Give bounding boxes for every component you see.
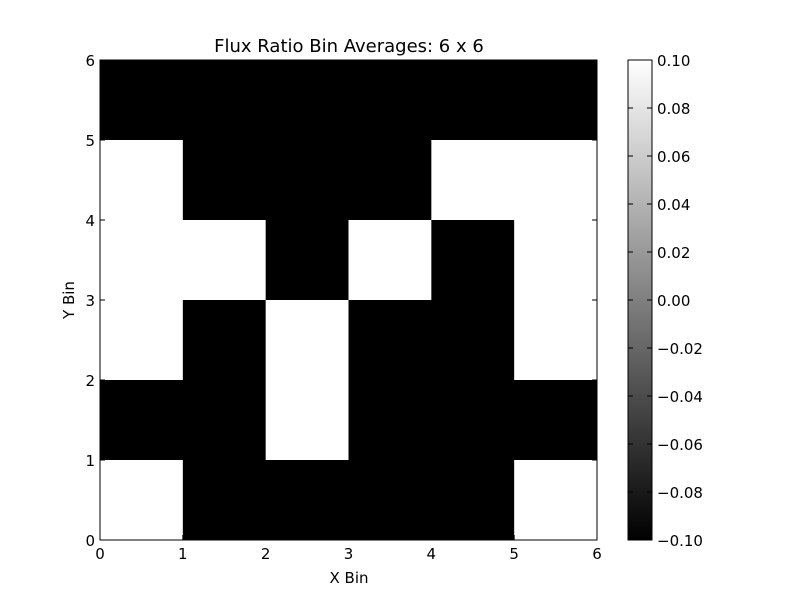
heatmap-cell	[265, 460, 349, 541]
colorbar-tick-label: 0.08	[657, 100, 690, 118]
y-tick-label: 4	[85, 212, 95, 230]
colorbar-tick-label: 0.02	[657, 244, 690, 262]
heatmap-cell	[100, 140, 184, 221]
heatmap-cell	[100, 380, 184, 461]
x-tick-label: 1	[178, 545, 188, 563]
colorbar-tick-label: 0.04	[657, 196, 690, 214]
y-tick-label: 1	[85, 452, 95, 470]
x-tick-label: 3	[344, 545, 354, 563]
heatmap-cell	[348, 460, 432, 541]
x-tick-label: 5	[509, 545, 519, 563]
heatmap-cell	[182, 460, 267, 541]
x-axis-label: X Bin	[329, 569, 368, 587]
heatmap-cell	[431, 460, 515, 541]
heatmap-cell	[431, 300, 515, 381]
y-tick-label: 2	[85, 372, 95, 390]
heatmap-cell	[265, 300, 349, 381]
colorbar-ticks: 0.10 0.08 0.06 0.04 0.02 0.00 −0.02 −0.04 −0.06 −…	[628, 52, 703, 550]
heatmap-cell	[348, 60, 432, 141]
y-tick-label: 5	[85, 132, 95, 150]
y-tick-label: 0	[85, 532, 95, 550]
heatmap-cell	[100, 60, 184, 141]
colorbar-tick-label: −0.06	[657, 436, 703, 454]
heatmap-cell	[182, 140, 267, 221]
x-tick-label: 6	[592, 545, 602, 563]
heatmap-cell	[431, 60, 515, 141]
heatmap-cell	[431, 220, 515, 301]
y-axis-ticks: 0 1 2 3 4 5 6	[85, 52, 597, 550]
heatmap-cells	[100, 60, 598, 541]
y-tick-label: 3	[85, 292, 95, 310]
heatmap-cell	[431, 140, 515, 221]
colorbar-tick-label: −0.08	[657, 484, 703, 502]
colorbar-tick-label: 0.06	[657, 148, 690, 166]
chart-title: Flux Ratio Bin Averages: 6 x 6	[214, 36, 484, 57]
x-tick-label: 2	[261, 545, 271, 563]
x-axis-ticks: 0 1 2 3 4 5 6	[95, 60, 602, 563]
heatmap-cell	[431, 380, 515, 461]
heatmap-cell	[265, 60, 349, 141]
heatmap-cell	[514, 140, 598, 221]
x-tick-label: 0	[95, 545, 105, 563]
heatmap-cell	[514, 380, 598, 461]
heatmap-cell	[514, 220, 598, 301]
y-tick-label: 6	[85, 52, 95, 70]
heatmap-cell	[182, 380, 267, 461]
heatmap-cell	[514, 460, 598, 541]
heatmap-cell	[100, 300, 184, 381]
colorbar-tick-label: −0.04	[657, 388, 703, 406]
heatmap-cell	[265, 140, 349, 221]
y-axis-label: Y Bin	[60, 281, 78, 320]
heatmap-cell	[100, 460, 184, 541]
heatmap-cell	[265, 220, 349, 301]
heatmap-cell	[348, 380, 432, 461]
heatmap-cell	[265, 380, 349, 461]
x-tick-label: 4	[427, 545, 437, 563]
heatmap-cell	[182, 300, 267, 381]
heatmap-cell	[348, 140, 432, 221]
colorbar-tick-label: 0.00	[657, 292, 690, 310]
heatmap-cell	[514, 60, 598, 141]
colorbar-tick-label: 0.10	[657, 52, 690, 70]
heatmap-cell	[348, 220, 432, 301]
heatmap-cell	[182, 60, 267, 141]
heatmap-cell	[514, 300, 598, 381]
heatmap-cell	[100, 220, 184, 301]
heatmap-cell	[348, 300, 432, 381]
heatmap-cell	[182, 220, 267, 301]
colorbar-tick-label: −0.02	[657, 340, 703, 358]
colorbar-tick-label: −0.10	[657, 532, 703, 550]
